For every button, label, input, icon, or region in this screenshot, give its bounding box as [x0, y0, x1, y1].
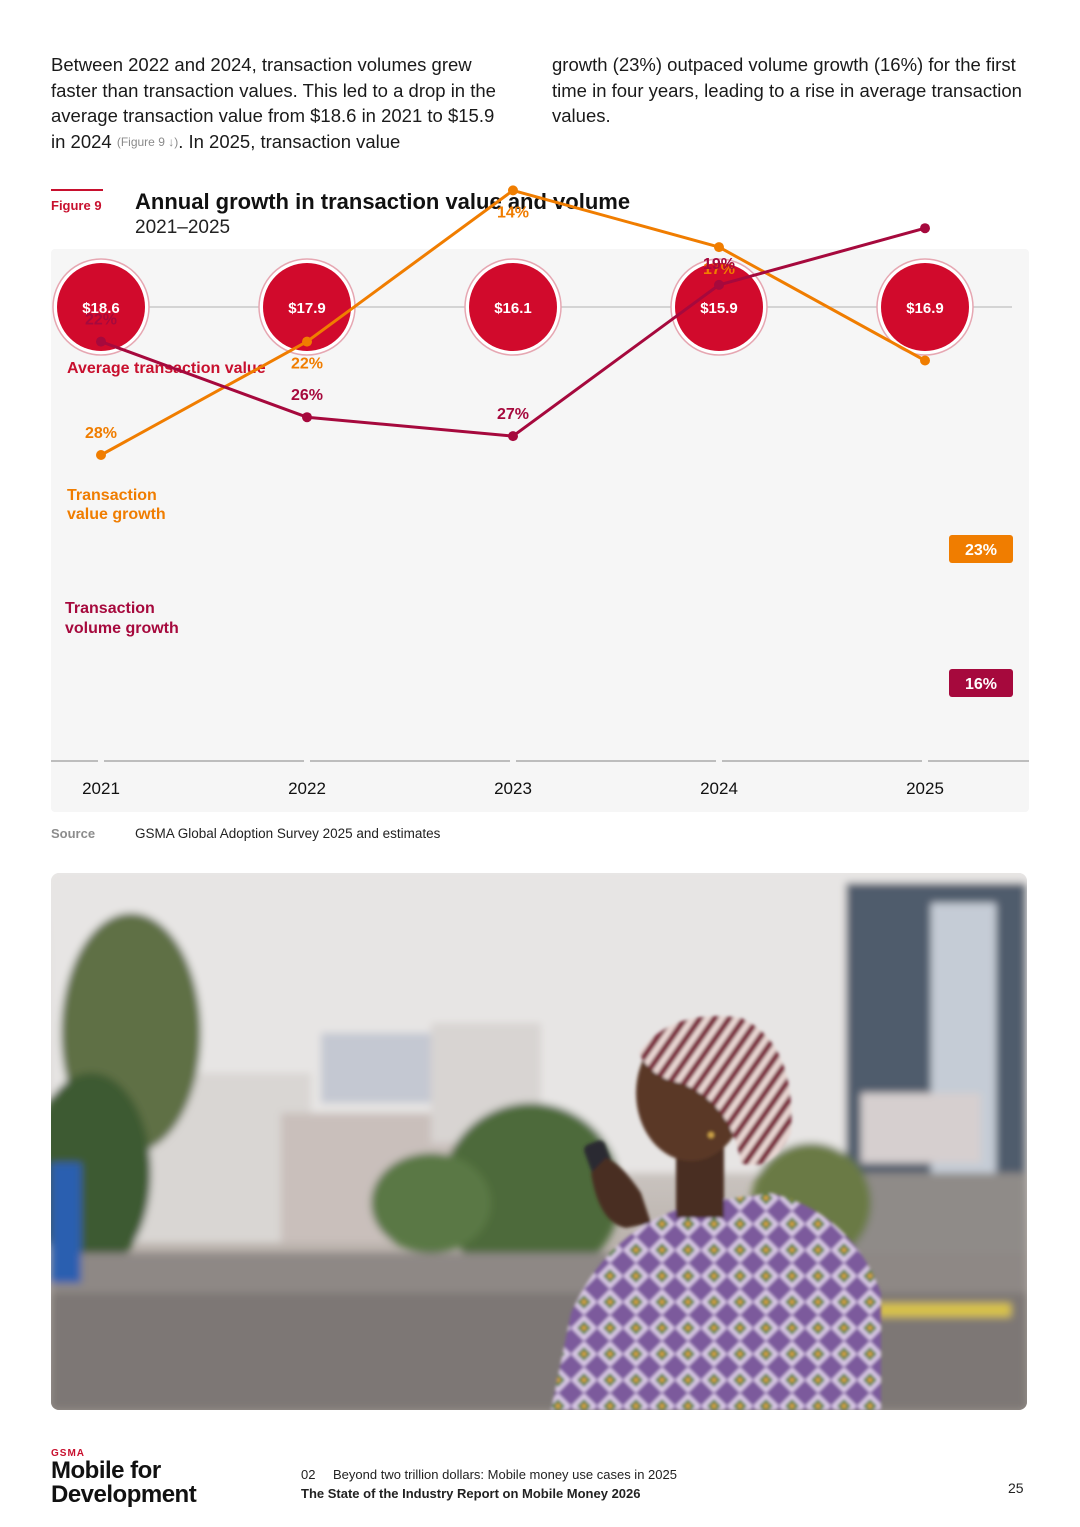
value-growth-point [96, 450, 106, 460]
logo-gsma-text: GSMA [51, 1448, 85, 1459]
woman-on-phone-photo [51, 873, 1027, 1410]
avg-value-label: $18.6 [82, 300, 120, 317]
volume-growth-end-label: 16% [965, 676, 997, 693]
value-growth-end-label: 23% [965, 542, 997, 559]
volume-growth-data-label: 26% [291, 387, 323, 404]
figure-number: Figure 9 [51, 198, 102, 213]
volume-growth-point [302, 412, 312, 423]
report-title: The State of the Industry Report on Mobi… [301, 1486, 641, 1501]
avg-value-label: $17.9 [288, 300, 326, 317]
intro-paragraph-right: growth (23%) outpaced volume growth (16%… [552, 54, 1022, 126]
value-growth-series-name: Transaction [67, 487, 157, 504]
avg-value-label: $15.9 [700, 300, 738, 317]
volume-growth-point [920, 223, 930, 234]
avg-value-label: $16.9 [906, 300, 944, 317]
gsma-logo: GSMA Mobile for Development [51, 1448, 197, 1508]
volume-growth-data-label: 27% [497, 406, 529, 423]
value-growth-point [920, 355, 930, 366]
intro-paragraph-left: Between 2022 and 2024, transaction volum… [51, 52, 511, 155]
growth-chart: $18.6 $17.9 $16.1 $15.9 $16.9 Average transac… [51, 185, 1029, 798]
x-axis-tick-label: 2023 [494, 779, 532, 798]
value-growth-series-name: value growth [67, 506, 166, 523]
figure-subtitle: 2021–2025 [135, 217, 231, 238]
value-growth-end-badge [949, 535, 1013, 563]
intro-text-left-2: . In 2025, transaction value [178, 130, 401, 152]
avg-value-circle [675, 263, 763, 351]
figure-title: Annual growth in transaction value and v… [135, 189, 631, 214]
avg-value-circle [57, 263, 145, 351]
x-axis-tick-label: 2022 [288, 779, 326, 798]
x-axis-tick-label: 2024 [700, 779, 738, 798]
avg-value-series-label: Average transaction value [67, 360, 266, 377]
photo-illustration [51, 873, 1027, 1410]
figure-reference-link[interactable]: (Figure 9 ↓) [116, 134, 179, 149]
value-growth-data-label: 14% [497, 204, 529, 221]
value-growth-data-label: 17% [703, 261, 735, 278]
volume-growth-series-name: volume growth [65, 620, 179, 637]
section-number: 02 [301, 1467, 316, 1482]
volume-growth-data-label: 19% [703, 256, 735, 273]
x-axis-gap [98, 758, 104, 764]
volume-growth-point [714, 279, 724, 290]
x-axis-tick-label: 2025 [906, 779, 944, 798]
avg-value-circle [881, 263, 969, 351]
avg-value-circle [263, 263, 351, 351]
x-axis-gap [510, 758, 516, 764]
volume-growth-point [508, 431, 518, 442]
x-axis-gap [922, 758, 928, 764]
value-growth-point [714, 242, 724, 253]
footer-meta: 02 Beyond two trillion dollars: Mobile mo… [301, 1467, 677, 1501]
section-title: Beyond two trillion dollars: Mobile mone… [333, 1467, 677, 1482]
value-growth-point [508, 185, 518, 196]
value-growth-data-label: 28% [85, 425, 117, 442]
x-axis-gap [716, 758, 722, 764]
source-label: Source [51, 826, 96, 841]
figure-rule [51, 189, 103, 191]
value-growth-point [302, 336, 312, 347]
x-axis-tick-label: 2021 [82, 779, 120, 798]
volume-growth-series-name: Transaction [65, 600, 155, 617]
value-growth-data-label: 22% [291, 356, 323, 373]
x-axis-gap [304, 758, 310, 764]
volume-growth-end-badge [949, 669, 1013, 697]
page-number: 25 [1008, 1480, 1024, 1496]
logo-line-1: Mobile for [51, 1457, 161, 1484]
volume-growth-data-label: 22% [85, 312, 117, 329]
avg-value-circle [469, 263, 557, 351]
source-text: GSMA Global Adoption Survey 2025 and est… [135, 826, 441, 841]
logo-line-2: Development [51, 1481, 197, 1508]
volume-growth-point [96, 336, 106, 347]
intro-text-left-1: Between 2022 and 2024, transaction volum… [51, 54, 496, 152]
avg-value-label: $16.1 [494, 300, 532, 317]
